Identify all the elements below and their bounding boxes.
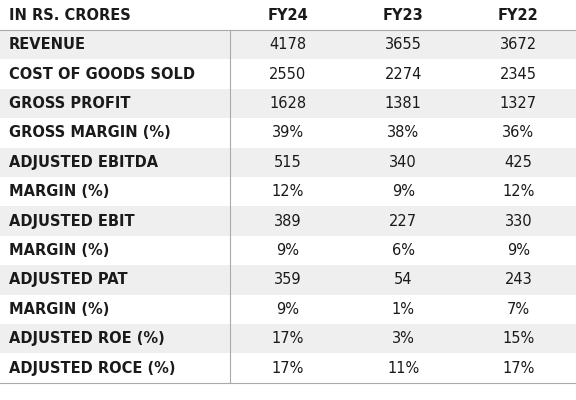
Text: 12%: 12% [272, 184, 304, 199]
Text: ADJUSTED EBITDA: ADJUSTED EBITDA [9, 155, 158, 170]
Text: 7%: 7% [507, 302, 530, 317]
Text: 38%: 38% [387, 125, 419, 140]
Text: 2550: 2550 [270, 66, 306, 82]
Text: FY23: FY23 [383, 8, 423, 22]
Text: FY22: FY22 [498, 8, 539, 22]
Text: 4178: 4178 [270, 37, 306, 52]
Text: 359: 359 [274, 272, 302, 287]
Text: GROSS MARGIN (%): GROSS MARGIN (%) [9, 125, 170, 140]
Text: 1381: 1381 [385, 96, 422, 111]
Text: 17%: 17% [502, 361, 535, 376]
Bar [0, 265, 576, 294]
Text: 243: 243 [505, 272, 532, 287]
Text: 6%: 6% [392, 243, 415, 258]
Text: 17%: 17% [272, 361, 304, 376]
Bar [0, 324, 576, 354]
Text: 3%: 3% [392, 331, 415, 346]
Text: 2274: 2274 [385, 66, 422, 82]
Text: 54: 54 [394, 272, 412, 287]
Text: 2345: 2345 [500, 66, 537, 82]
Text: 39%: 39% [272, 125, 304, 140]
Text: 1%: 1% [392, 302, 415, 317]
Bar [0, 89, 576, 118]
Text: 9%: 9% [276, 302, 300, 317]
Text: 9%: 9% [392, 184, 415, 199]
Text: ADJUSTED ROE (%): ADJUSTED ROE (%) [9, 331, 164, 346]
Bar [0, 206, 576, 236]
Bar [0, 30, 576, 59]
Text: 12%: 12% [502, 184, 535, 199]
Text: REVENUE: REVENUE [9, 37, 86, 52]
Bar [0, 0, 576, 30]
Text: COST OF GOODS SOLD: COST OF GOODS SOLD [9, 66, 195, 82]
Text: 1327: 1327 [500, 96, 537, 111]
Text: 227: 227 [389, 214, 417, 228]
Text: 17%: 17% [272, 331, 304, 346]
Text: 330: 330 [505, 214, 532, 228]
Text: 9%: 9% [276, 243, 300, 258]
Text: 515: 515 [274, 155, 302, 170]
Text: 389: 389 [274, 214, 302, 228]
Text: MARGIN (%): MARGIN (%) [9, 302, 109, 317]
Text: 15%: 15% [502, 331, 535, 346]
Text: ADJUSTED PAT: ADJUSTED PAT [9, 272, 127, 287]
Text: MARGIN (%): MARGIN (%) [9, 184, 109, 199]
Text: ADJUSTED EBIT: ADJUSTED EBIT [9, 214, 134, 228]
Text: MARGIN (%): MARGIN (%) [9, 243, 109, 258]
Text: FY24: FY24 [268, 8, 308, 22]
Text: 11%: 11% [387, 361, 419, 376]
Text: 340: 340 [389, 155, 417, 170]
Text: IN RS. CRORES: IN RS. CRORES [9, 8, 130, 22]
Bar [0, 148, 576, 177]
Text: 3655: 3655 [385, 37, 422, 52]
Text: 3672: 3672 [500, 37, 537, 52]
Text: ADJUSTED ROCE (%): ADJUSTED ROCE (%) [9, 361, 175, 376]
Text: 36%: 36% [502, 125, 535, 140]
Text: GROSS PROFIT: GROSS PROFIT [9, 96, 130, 111]
Text: 1628: 1628 [270, 96, 306, 111]
Text: 9%: 9% [507, 243, 530, 258]
Text: 425: 425 [505, 155, 532, 170]
